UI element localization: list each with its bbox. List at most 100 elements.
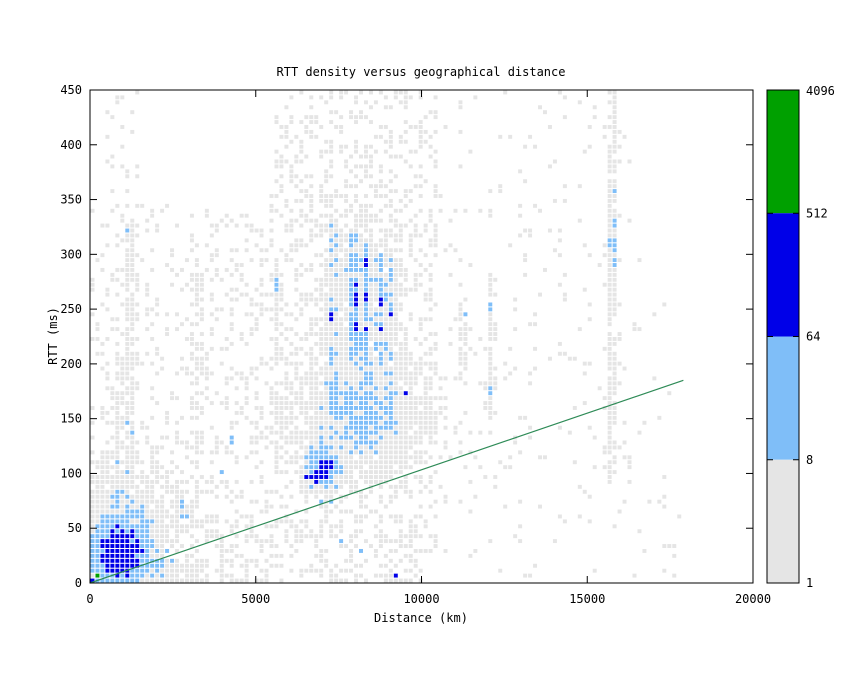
density-cell bbox=[115, 539, 120, 544]
density-cell bbox=[359, 332, 363, 336]
density-cell bbox=[204, 489, 209, 494]
density-cell bbox=[359, 263, 363, 267]
density-cell bbox=[284, 105, 289, 110]
density-cell bbox=[319, 233, 324, 238]
density-cell bbox=[125, 346, 130, 351]
density-cell bbox=[204, 208, 209, 213]
density-cell bbox=[324, 371, 329, 376]
density-cell bbox=[150, 465, 155, 470]
density-cell bbox=[125, 445, 130, 450]
density-cell bbox=[314, 115, 319, 120]
density-cell bbox=[229, 272, 234, 277]
density-cell bbox=[388, 573, 393, 578]
density-cell bbox=[314, 233, 319, 238]
density-cell bbox=[120, 376, 125, 381]
density-cell bbox=[403, 277, 408, 282]
density-cell bbox=[194, 302, 199, 307]
density-cell bbox=[488, 391, 493, 396]
density-cell bbox=[324, 198, 329, 203]
density-cell bbox=[125, 539, 130, 544]
density-cell bbox=[115, 406, 120, 410]
density-cell bbox=[100, 302, 105, 307]
density-cell bbox=[249, 228, 254, 233]
density-cell bbox=[368, 430, 373, 435]
density-cell bbox=[354, 233, 359, 238]
density-cell bbox=[299, 208, 304, 213]
density-cell bbox=[344, 184, 349, 189]
density-cell bbox=[155, 312, 160, 317]
density-cell bbox=[587, 144, 592, 149]
density-cell bbox=[279, 297, 284, 302]
density-cell bbox=[423, 391, 428, 396]
density-cell bbox=[349, 460, 354, 465]
density-cell bbox=[334, 479, 339, 484]
density-cell bbox=[334, 425, 339, 430]
density-cell bbox=[508, 134, 513, 139]
density-cell bbox=[135, 351, 140, 356]
density-cell bbox=[503, 90, 508, 95]
density-cell bbox=[194, 263, 199, 267]
density-cell bbox=[339, 351, 344, 356]
density-cell bbox=[334, 125, 339, 129]
density-cell bbox=[339, 243, 344, 248]
density-cell bbox=[383, 253, 388, 258]
density-cell bbox=[319, 548, 324, 553]
density-cell bbox=[363, 243, 368, 248]
density-cell bbox=[135, 386, 140, 391]
density-cell bbox=[413, 381, 418, 386]
density-cell bbox=[354, 184, 359, 189]
density-cell bbox=[334, 391, 339, 396]
density-cell bbox=[319, 287, 324, 292]
density-cell bbox=[344, 376, 349, 381]
density-cell bbox=[180, 563, 184, 568]
density-cell bbox=[289, 435, 294, 440]
density-cell bbox=[398, 529, 403, 534]
density-cell bbox=[428, 440, 433, 445]
density-cell bbox=[314, 253, 319, 258]
density-cell bbox=[349, 302, 354, 307]
density-cell bbox=[373, 376, 378, 381]
density-cell bbox=[339, 263, 344, 267]
density-cell bbox=[90, 514, 95, 519]
density-cell bbox=[378, 499, 383, 504]
density-cell bbox=[344, 253, 349, 258]
density-cell bbox=[194, 440, 199, 445]
density-cell bbox=[408, 396, 413, 401]
density-cell bbox=[209, 534, 214, 539]
density-cell bbox=[115, 553, 120, 558]
density-cell bbox=[513, 327, 518, 332]
density-cell bbox=[607, 189, 612, 194]
density-cell bbox=[408, 198, 413, 203]
density-cell bbox=[224, 337, 229, 341]
density-cell bbox=[373, 267, 378, 272]
density-cell bbox=[189, 415, 194, 420]
density-cell bbox=[413, 450, 418, 455]
density-cell bbox=[388, 430, 393, 435]
density-cell bbox=[105, 573, 110, 578]
density-cell bbox=[408, 465, 413, 470]
density-cell bbox=[274, 322, 279, 327]
density-cell bbox=[349, 450, 354, 455]
density-cell bbox=[607, 445, 612, 450]
density-cell bbox=[383, 539, 388, 544]
density-cell bbox=[155, 465, 160, 470]
density-cell bbox=[214, 228, 219, 233]
density-cell bbox=[428, 287, 433, 292]
density-cell bbox=[339, 484, 344, 489]
density-cell bbox=[294, 548, 299, 553]
density-cell bbox=[254, 322, 259, 327]
density-cell bbox=[224, 292, 229, 297]
density-cell bbox=[314, 120, 319, 125]
density-cell bbox=[199, 332, 204, 336]
density-cell bbox=[304, 489, 309, 494]
density-cell bbox=[433, 302, 438, 307]
density-cell bbox=[309, 120, 314, 125]
colorbar-segment bbox=[767, 336, 799, 460]
density-cell bbox=[602, 125, 607, 129]
density-cell bbox=[105, 455, 110, 460]
density-cell bbox=[110, 406, 115, 410]
density-cell bbox=[165, 514, 170, 519]
density-cell bbox=[433, 544, 438, 548]
density-cell bbox=[160, 514, 165, 519]
density-cell bbox=[359, 435, 363, 440]
